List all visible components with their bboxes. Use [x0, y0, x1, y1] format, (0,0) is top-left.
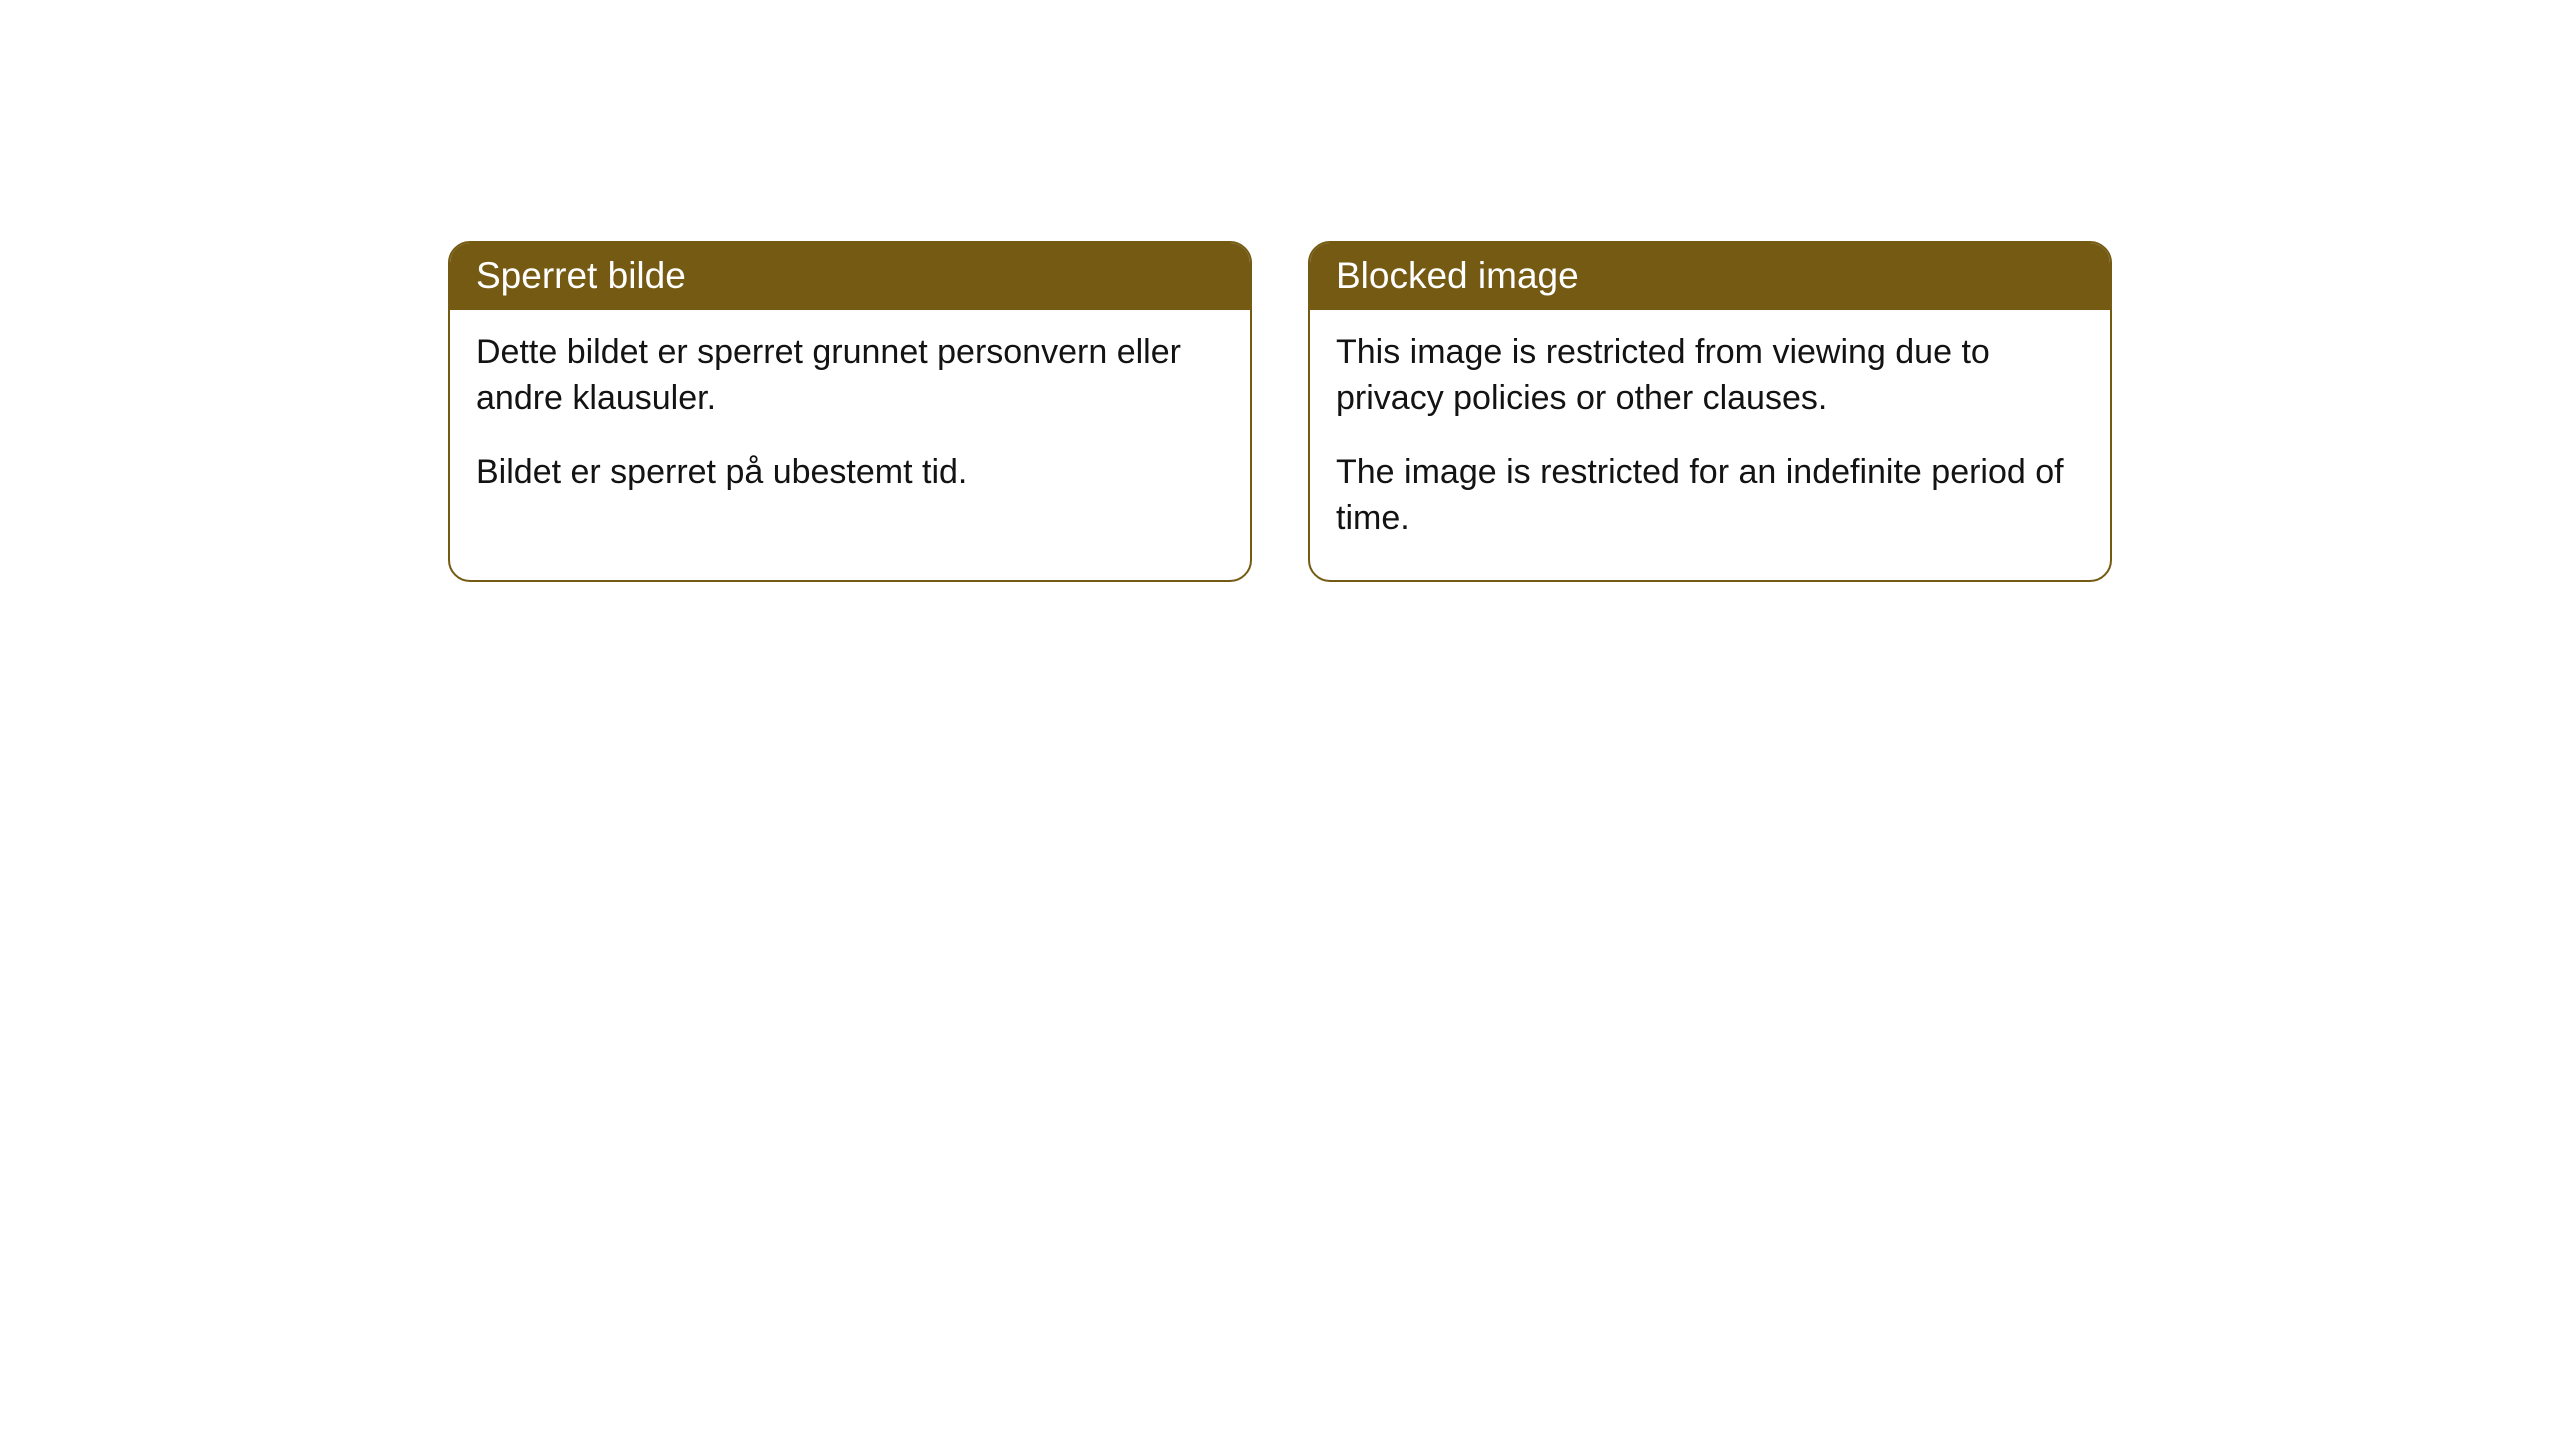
card-text-no-1: Dette bildet er sperret grunnet personve…	[476, 330, 1224, 422]
blocked-image-card-no: Sperret bilde Dette bildet er sperret gr…	[448, 241, 1252, 582]
card-header-en: Blocked image	[1310, 243, 2110, 310]
card-body-no: Dette bildet er sperret grunnet personve…	[450, 310, 1250, 534]
blocked-image-card-en: Blocked image This image is restricted f…	[1308, 241, 2112, 582]
card-body-en: This image is restricted from viewing du…	[1310, 310, 2110, 580]
card-text-en-1: This image is restricted from viewing du…	[1336, 330, 2084, 422]
notice-cards-container: Sperret bilde Dette bildet er sperret gr…	[448, 241, 2112, 582]
card-text-no-2: Bildet er sperret på ubestemt tid.	[476, 450, 1224, 496]
card-header-no: Sperret bilde	[450, 243, 1250, 310]
card-text-en-2: The image is restricted for an indefinit…	[1336, 450, 2084, 542]
